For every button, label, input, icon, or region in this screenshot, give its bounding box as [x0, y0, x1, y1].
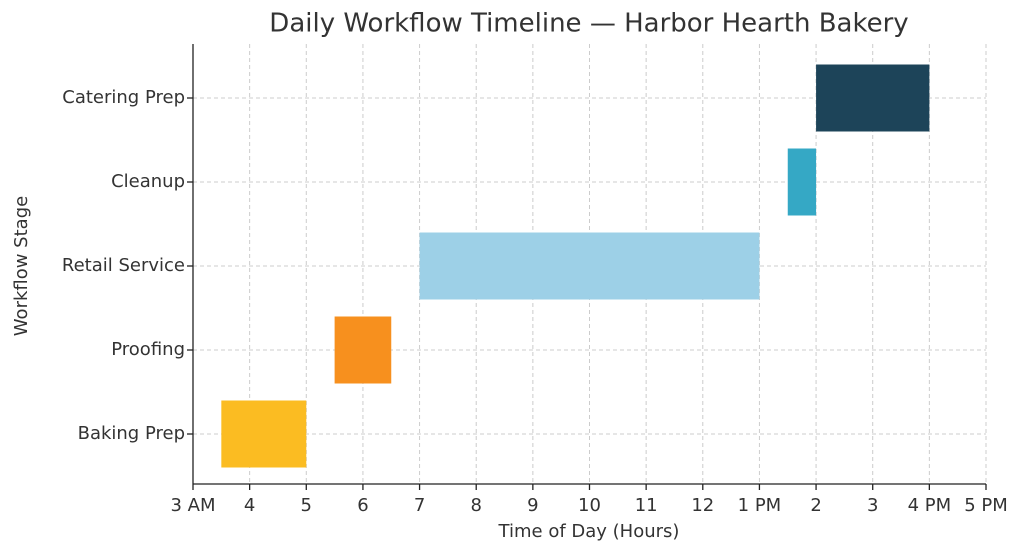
x-tick-label: 12	[691, 495, 714, 516]
x-tick-label: 4	[244, 495, 255, 516]
x-axis-label: Time of Day (Hours)	[498, 521, 680, 542]
x-tick-label: 8	[470, 495, 481, 516]
x-tick-label: 4 PM	[908, 495, 952, 516]
y-axis-label: Workflow Stage	[11, 196, 32, 336]
bar	[221, 400, 307, 468]
x-tick-label: 3	[867, 495, 878, 516]
chart-title: Daily Workflow Timeline — Harbor Hearth …	[269, 9, 908, 39]
x-tick-label: 7	[414, 495, 425, 516]
y-tick-label: Catering Prep	[62, 87, 185, 108]
x-tick-label: 10	[578, 495, 601, 516]
bar	[787, 148, 817, 216]
x-tick-label: 2	[810, 495, 821, 516]
y-tick-label: Cleanup	[111, 171, 185, 192]
x-tick-label: 5 PM	[964, 495, 1008, 516]
x-tick-label: 5	[301, 495, 312, 516]
x-tick-label: 3 AM	[170, 495, 215, 516]
x-tick-label: 6	[357, 495, 368, 516]
x-tick-label: 1 PM	[738, 495, 782, 516]
x-tick-label: 9	[527, 495, 538, 516]
y-tick-label: Baking Prep	[78, 423, 185, 444]
y-tick-label: Proofing	[111, 339, 185, 360]
y-tick-label: Retail Service	[62, 255, 185, 276]
bar	[419, 232, 760, 300]
bar	[816, 64, 930, 132]
x-tick-label: 11	[635, 495, 658, 516]
bar	[334, 316, 392, 384]
